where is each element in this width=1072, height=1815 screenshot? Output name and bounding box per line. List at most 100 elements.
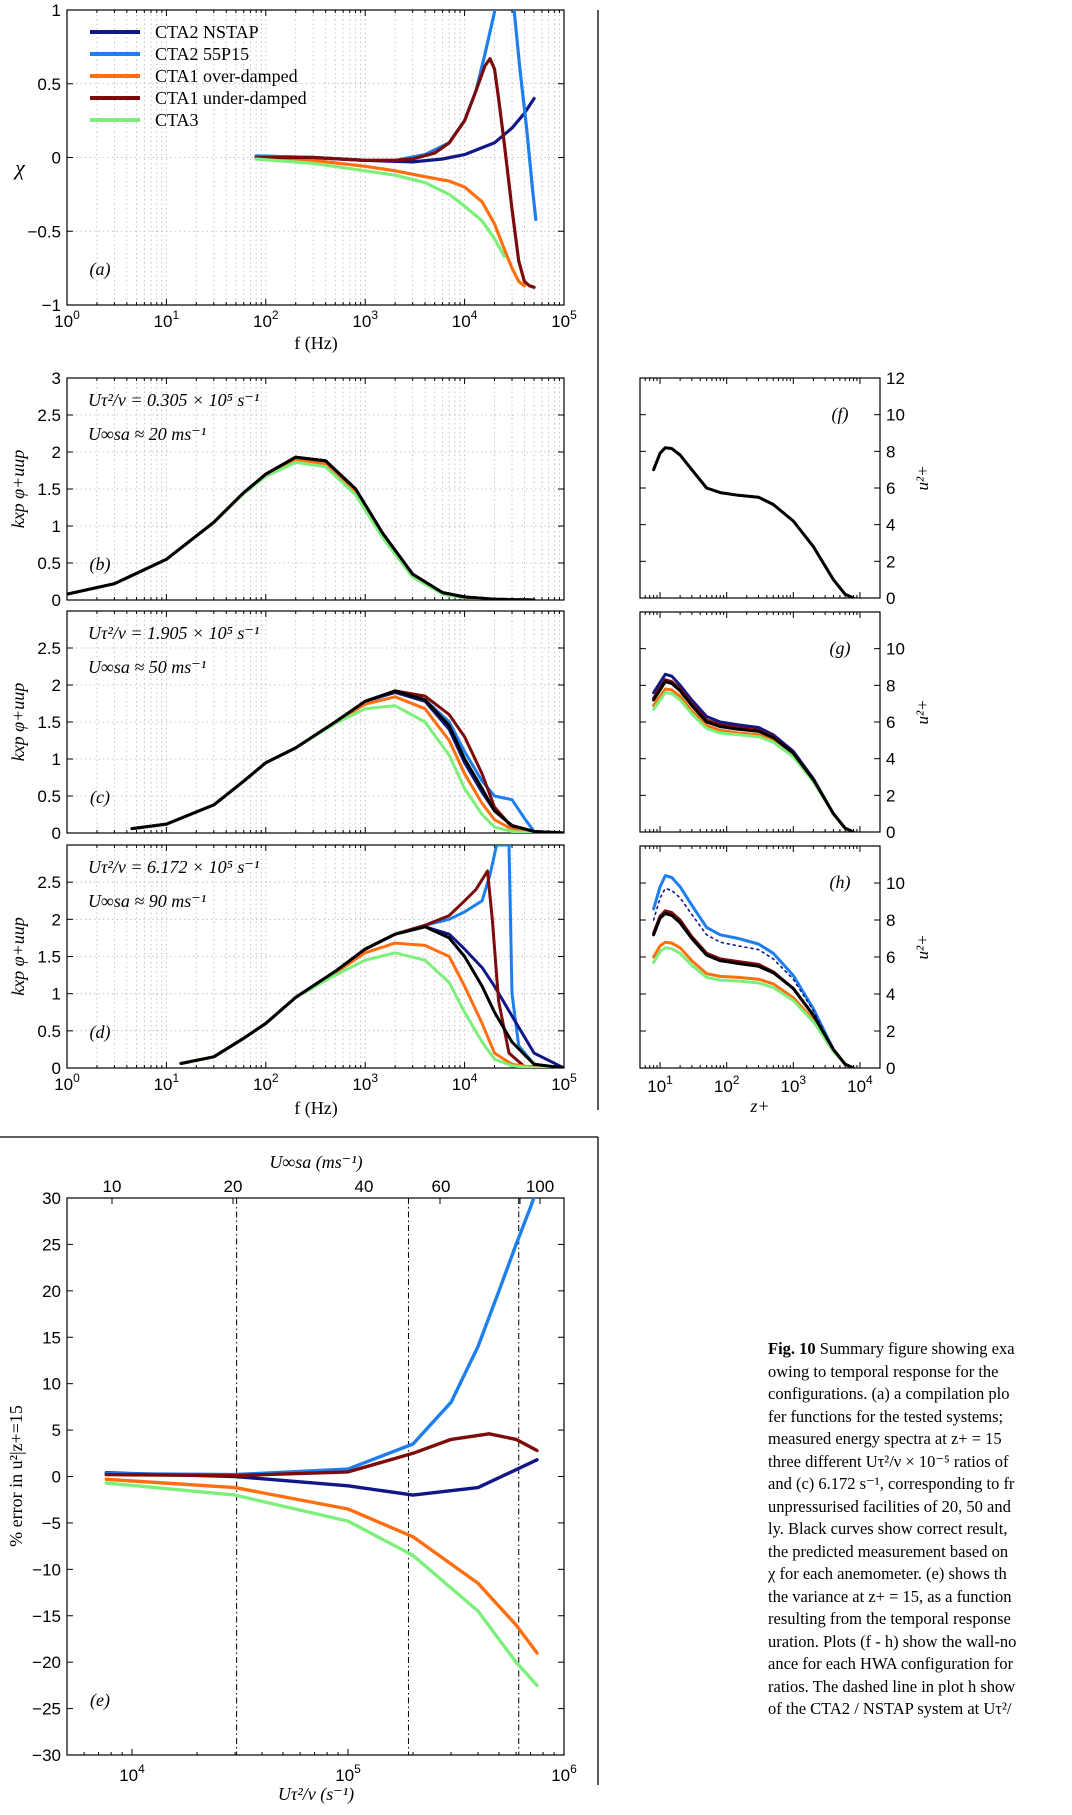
caption-figure-label: Fig. 10 <box>768 1339 816 1358</box>
x-tick-label: 106 <box>551 1762 577 1785</box>
x-tick-label: 101 <box>154 1071 180 1094</box>
caption-line: uration. Plots (f - h) show the wall-no <box>768 1631 1017 1651</box>
y-tick-label: 0.5 <box>37 787 61 806</box>
y-tick-label: −1 <box>42 296 61 315</box>
caption-line: and (c) 6.172 s⁻¹, corresponding to fr <box>768 1474 1015 1493</box>
y-tick-label: 5 <box>52 1421 61 1440</box>
caption-line: the predicted measurement based on <box>768 1541 1009 1561</box>
annotation-re: Uτ²/ν = 1.905 × 10⁵ s⁻¹ <box>88 623 259 643</box>
y-tick-label: 0.5 <box>37 1022 61 1041</box>
top-x-axis-label: U∞sa (ms⁻¹) <box>269 1152 362 1173</box>
caption-line: resulting from the temporal response <box>768 1609 1011 1628</box>
series-line-cta2-55p15 <box>67 455 536 600</box>
series-line-cta2-55p15 <box>652 874 855 1068</box>
series-line-cta1-over-damped <box>67 457 536 600</box>
panel-c: 0 0.5 1 1.5 2 2.5 Uτ²/ν = 1.905 × 10⁵ s⁻¹ U∞sa … <box>8 610 565 843</box>
x-tick-label: 100 <box>54 1071 80 1094</box>
annotation-velocity: U∞sa ≈ 90 ms⁻¹ <box>88 891 206 911</box>
y-axis-label: kxp φ+uup <box>8 683 28 762</box>
caption-line: ly. Black curves show correct result, <box>768 1519 1008 1538</box>
panel-label: (g) <box>830 638 851 659</box>
series-line-correct <box>652 680 855 832</box>
y-axis-label: χ <box>13 155 26 180</box>
x-tick-label: 105 <box>551 308 577 331</box>
panel-label: (h) <box>830 872 851 893</box>
annotation-velocity: U∞sa ≈ 50 ms⁻¹ <box>88 657 206 677</box>
series-line-cta3 <box>104 1481 539 1688</box>
series-line-correct <box>652 446 855 598</box>
axes-frame <box>639 845 881 1069</box>
x-tick-label: 105 <box>551 1071 577 1094</box>
y-tick-label: 0 <box>52 1468 61 1487</box>
x-tick-label: 104 <box>119 1762 145 1785</box>
y-tick-label: 4 <box>886 985 895 1004</box>
x-tick-label: 104 <box>452 1071 478 1094</box>
caption-line: ance for each HWA configuration for <box>768 1654 1014 1673</box>
legend-label: CTA2 NSTAP <box>155 22 259 42</box>
y-tick-label: 1.5 <box>37 480 61 499</box>
series-line-cta3 <box>67 460 536 600</box>
caption-line: Summary figure showing exa <box>819 1339 1015 1358</box>
y-tick-label: 3 <box>52 369 61 388</box>
panel-label: (c) <box>90 787 110 808</box>
series-line-cta1-under-damped <box>254 57 536 289</box>
x-tick-label: 103 <box>352 1071 378 1094</box>
series-line-cta2-nstap <box>67 455 536 600</box>
x-tick-label: 100 <box>54 308 80 331</box>
series-line-cta3 <box>179 951 564 1068</box>
annotation-velocity: U∞sa ≈ 20 ms⁻¹ <box>88 424 206 444</box>
y-tick-label: −15 <box>32 1607 61 1626</box>
panel-a: −1 −0.5 0 0.5 1 100 101 102 103 104 105 f (Hz) χ (a) C… <box>13 1 577 354</box>
y-axis-label: u²+ <box>913 934 932 959</box>
y-tick-label: 2 <box>52 910 61 929</box>
y-tick-label: 25 <box>42 1235 61 1254</box>
series-line-cta1-under-damped <box>652 909 855 1068</box>
caption-line: the variance at z+ = 15, as a function <box>768 1586 1012 1606</box>
y-tick-label: 8 <box>886 676 895 695</box>
legend-label: CTA3 <box>155 110 199 130</box>
x-axis-label: f (Hz) <box>294 1098 337 1119</box>
figure-caption: Fig. 10 Summary figure showing exa owing… <box>768 1338 1068 1721</box>
y-tick-label: −30 <box>32 1746 61 1765</box>
series-line-cta1-over-damped <box>254 155 527 288</box>
axes-frame <box>639 611 881 833</box>
y-tick-label: 0.5 <box>37 554 61 573</box>
series-line-correct <box>130 689 564 833</box>
x-axis-label: f (Hz) <box>294 333 337 354</box>
y-tick-label: −5 <box>42 1514 61 1533</box>
y-tick-label: 2 <box>886 1022 895 1041</box>
top-x-tick-label: 10 <box>103 1177 122 1196</box>
series-line-cta1-under-damped <box>67 455 536 600</box>
series-line-cta1-under-damped <box>179 869 564 1068</box>
y-tick-label: −0.5 <box>27 222 61 241</box>
axes-frame <box>66 9 565 306</box>
y-tick-label: 2.5 <box>37 873 61 892</box>
panel-d: 0 0.5 1 1.5 2 2.5 100 101 102 103 104 105 f (Hz) Uτ²/… <box>8 844 577 1119</box>
x-tick-label: 103 <box>781 1073 807 1096</box>
y-tick-label: 0 <box>52 1059 61 1078</box>
series-line-cta1-over-damped <box>104 1477 539 1655</box>
y-tick-label: 2.5 <box>37 639 61 658</box>
panel-h: 0 2 4 6 8 10 101 102 103 104 z+ (h) u²+ <box>639 845 932 1116</box>
y-tick-label: 0 <box>52 149 61 168</box>
y-tick-label: 0.5 <box>37 75 61 94</box>
panel-f: 0 2 4 6 8 10 12 (f) u²+ <box>639 369 932 608</box>
y-tick-label: 4 <box>886 750 895 769</box>
series-line-cta1-over-damped <box>652 687 855 832</box>
series-line-cta1-under-damped <box>104 1432 539 1478</box>
series-line-correct <box>179 925 564 1068</box>
x-axis-label: z+ <box>749 1096 769 1116</box>
y-tick-label: 20 <box>42 1282 61 1301</box>
y-tick-label: 15 <box>42 1328 61 1347</box>
axes-frame <box>66 844 565 1069</box>
y-tick-label: 30 <box>42 1189 61 1208</box>
y-tick-label: 0 <box>52 591 61 610</box>
legend-label: CTA1 over-damped <box>155 66 298 86</box>
y-tick-label: 8 <box>886 911 895 930</box>
x-axis-label: Uτ²/ν (s⁻¹) <box>278 1784 354 1805</box>
top-x-tick-label: 60 <box>432 1177 451 1196</box>
series-line-cta2-55p15 <box>104 1198 536 1477</box>
caption-line: fer functions for the tested systems; <box>768 1406 1004 1426</box>
y-tick-label: 8 <box>886 442 895 461</box>
